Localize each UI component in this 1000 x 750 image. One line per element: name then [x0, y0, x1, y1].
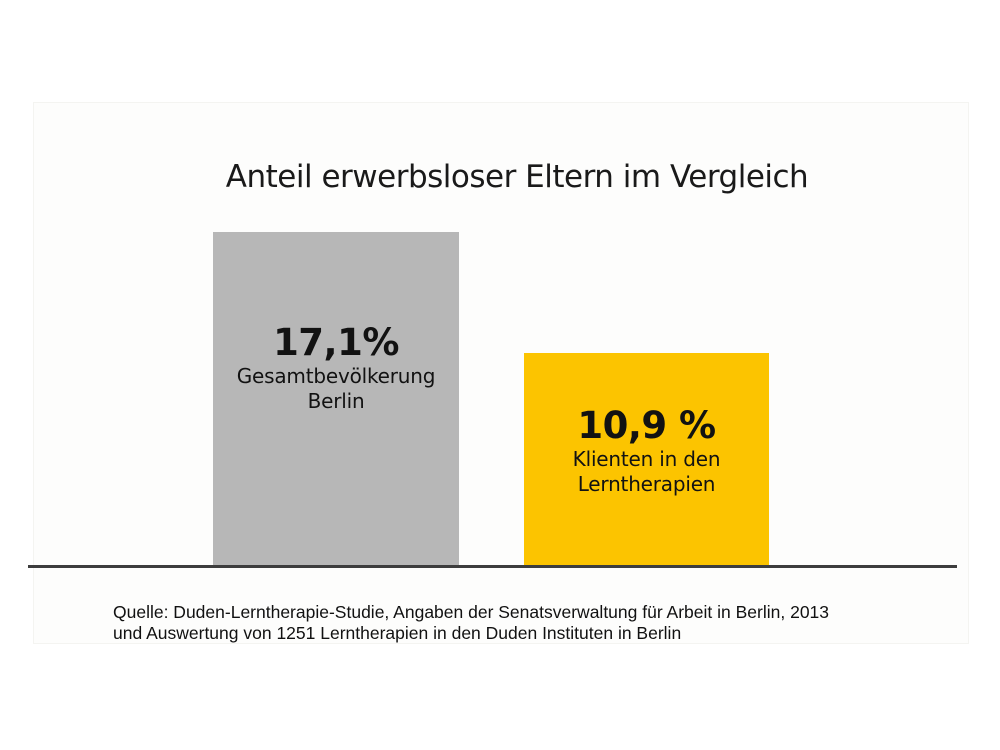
bar-gesamtbevoelkerung-berlin: 17,1% Gesamtbevölkerung Berlin	[213, 231, 459, 567]
bar-category-label-line1: Klienten in den	[572, 447, 721, 472]
bar-value-label: 17,1%	[273, 320, 399, 364]
source-line-2: und Auswertung von 1251 Lerntherapien in…	[113, 623, 682, 643]
bar-category-label-line1: Gesamtbevölkerung	[236, 363, 436, 388]
bar-category-label-line2: Berlin	[307, 388, 365, 413]
source-line-1: Quelle: Duden-Lerntherapie-Studie, Angab…	[113, 601, 830, 622]
bar-category-label-line2: Lerntherapien	[577, 472, 716, 497]
slide-background	[33, 102, 969, 644]
bar-value-label: 10,9 %	[577, 404, 716, 448]
x-axis-baseline	[28, 565, 957, 568]
bar-klienten-lerntherapien: 10,9 % Klienten in den Lerntherapien	[524, 353, 769, 567]
chart-title: Anteil erwerbsloser Eltern im Vergleich	[225, 158, 809, 195]
source-citation: Quelle: Duden-Lerntherapie-Studie, Angab…	[113, 602, 913, 645]
